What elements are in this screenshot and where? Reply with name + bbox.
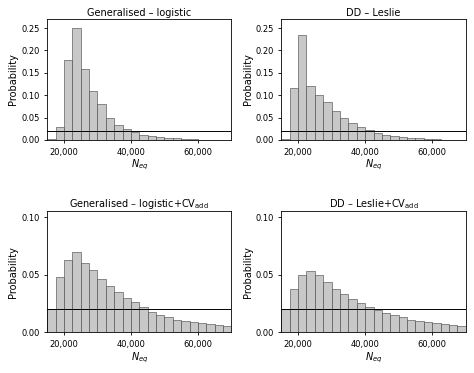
Bar xyxy=(156,315,164,332)
Bar xyxy=(173,320,181,332)
Bar xyxy=(231,327,240,332)
Bar xyxy=(374,133,382,140)
Bar xyxy=(298,275,307,332)
Bar xyxy=(181,321,190,332)
Bar xyxy=(215,325,223,332)
Title: Generalised – logistic+CV$_\mathregular{add}$: Generalised – logistic+CV$_\mathregular{… xyxy=(69,197,209,211)
Title: DD – Leslie+CV$_\mathregular{add}$: DD – Leslie+CV$_\mathregular{add}$ xyxy=(328,198,419,211)
Bar xyxy=(449,325,457,332)
Bar xyxy=(307,86,315,140)
Bar xyxy=(81,69,89,140)
Bar xyxy=(332,288,340,332)
Bar xyxy=(407,138,415,140)
Bar xyxy=(190,322,198,332)
Bar xyxy=(106,117,114,140)
Bar xyxy=(315,95,323,140)
Bar xyxy=(365,130,374,140)
Bar xyxy=(440,324,449,332)
Title: Generalised – logistic: Generalised – logistic xyxy=(87,8,191,18)
Bar xyxy=(81,263,89,332)
X-axis label: $N_{eq}$: $N_{eq}$ xyxy=(130,350,148,365)
Y-axis label: Probability: Probability xyxy=(9,54,18,106)
Bar xyxy=(282,139,290,140)
Bar xyxy=(122,298,131,332)
X-axis label: $N_{eq}$: $N_{eq}$ xyxy=(365,350,382,365)
Bar xyxy=(148,137,156,140)
Bar xyxy=(131,132,139,140)
Bar xyxy=(106,286,114,332)
Bar xyxy=(348,299,357,332)
Bar xyxy=(390,315,399,332)
Bar xyxy=(424,322,432,332)
X-axis label: $N_{eq}$: $N_{eq}$ xyxy=(130,158,148,172)
Bar xyxy=(365,307,374,332)
Bar xyxy=(114,125,122,140)
Bar xyxy=(139,307,148,332)
Bar xyxy=(89,91,97,140)
Bar xyxy=(357,128,365,140)
Bar xyxy=(148,311,156,332)
Bar xyxy=(47,139,55,140)
Bar xyxy=(198,323,206,332)
Y-axis label: Probability: Probability xyxy=(9,246,18,298)
Title: DD – Leslie: DD – Leslie xyxy=(346,8,401,18)
Bar xyxy=(432,323,440,332)
Bar xyxy=(382,135,390,140)
Bar xyxy=(415,321,424,332)
Bar xyxy=(348,123,357,140)
Bar xyxy=(64,60,72,140)
Bar xyxy=(315,275,323,332)
Bar xyxy=(240,329,248,332)
Bar xyxy=(307,271,315,332)
Bar xyxy=(399,317,407,332)
Bar xyxy=(206,324,215,332)
Bar xyxy=(357,304,365,332)
Bar xyxy=(190,139,198,140)
Bar xyxy=(290,88,298,140)
Bar xyxy=(72,252,81,332)
Bar xyxy=(55,277,64,332)
Bar xyxy=(97,279,106,332)
Y-axis label: Probability: Probability xyxy=(243,54,253,106)
Bar xyxy=(432,139,440,140)
Bar xyxy=(131,302,139,332)
Bar xyxy=(282,309,290,332)
Bar xyxy=(64,260,72,332)
Bar xyxy=(415,138,424,140)
Bar xyxy=(47,309,55,332)
Bar xyxy=(465,327,474,332)
Bar xyxy=(114,292,122,332)
Bar xyxy=(89,270,97,332)
X-axis label: $N_{eq}$: $N_{eq}$ xyxy=(365,158,382,172)
Bar xyxy=(457,326,465,332)
Bar xyxy=(164,138,173,140)
Bar xyxy=(340,294,348,332)
Bar xyxy=(97,104,106,140)
Bar xyxy=(173,138,181,140)
Bar xyxy=(290,288,298,332)
Bar xyxy=(223,326,231,332)
Bar xyxy=(323,102,332,140)
Y-axis label: Probability: Probability xyxy=(243,246,253,298)
Bar xyxy=(424,139,432,140)
Bar xyxy=(139,135,148,140)
Bar xyxy=(332,111,340,140)
Bar xyxy=(122,129,131,140)
Bar xyxy=(374,310,382,332)
Bar xyxy=(407,320,415,332)
Bar xyxy=(181,139,190,140)
Bar xyxy=(164,317,173,332)
Bar xyxy=(55,126,64,140)
Bar xyxy=(323,282,332,332)
Bar xyxy=(72,28,81,140)
Bar xyxy=(340,117,348,140)
Bar xyxy=(156,137,164,140)
Bar xyxy=(399,137,407,140)
Bar xyxy=(382,313,390,332)
Bar xyxy=(298,35,307,140)
Bar xyxy=(390,136,399,140)
